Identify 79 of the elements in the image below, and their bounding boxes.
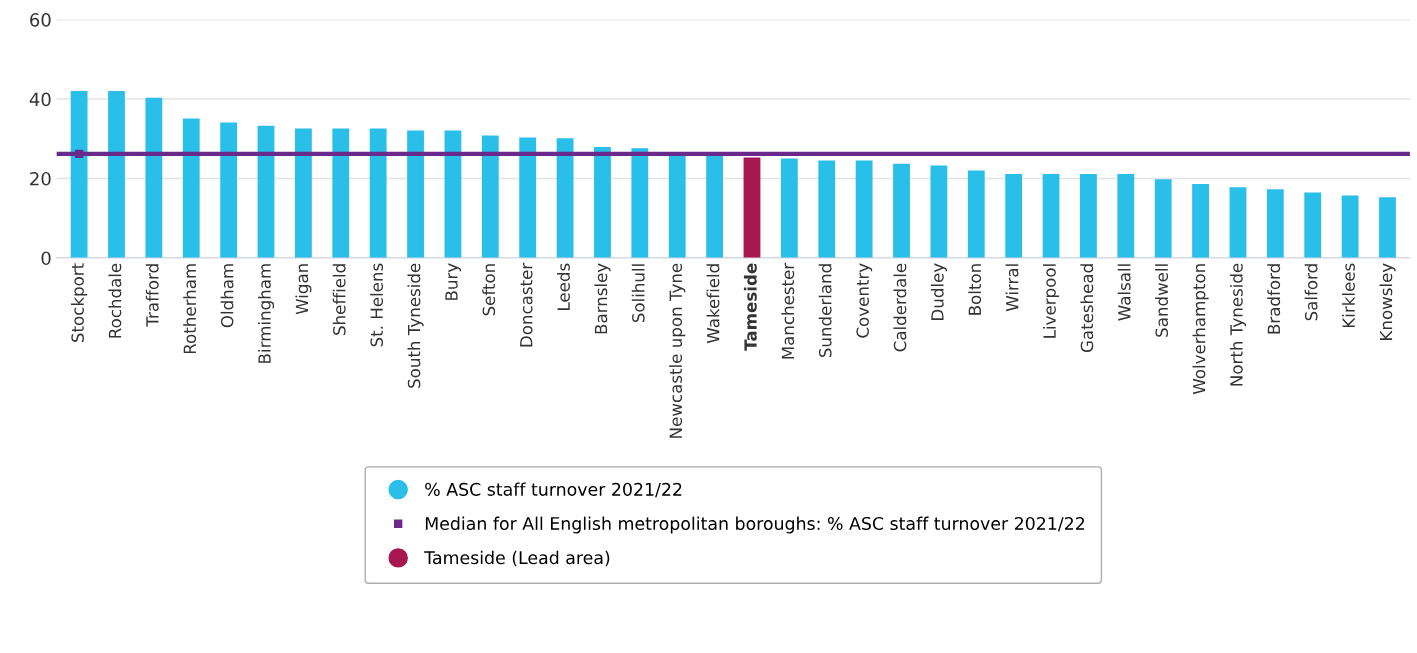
bar — [668, 155, 686, 258]
x-tick-label: Salford — [1304, 264, 1318, 321]
x-tick-label: Stockport — [71, 263, 88, 342]
x-tick-label: Dudley — [930, 263, 947, 320]
x-tick-label: Trafford — [145, 264, 159, 327]
bar — [967, 170, 985, 258]
x-tick-label: Birmingham — [257, 264, 275, 363]
bar — [1266, 189, 1284, 258]
bar — [780, 158, 798, 258]
bar — [182, 118, 200, 258]
bar — [1229, 187, 1247, 258]
bar — [332, 128, 350, 258]
bar — [855, 160, 873, 258]
bar — [1154, 179, 1172, 258]
bar — [1080, 174, 1097, 258]
x-tick-label: Oldham — [220, 264, 234, 328]
x-tick-label: Calderdale — [893, 263, 907, 352]
bar — [220, 122, 238, 258]
x-tick-label: Wirral — [1005, 264, 1019, 312]
bar — [1304, 192, 1322, 258]
x-tick-label: Wakefield — [706, 264, 720, 344]
x-tick-label: Sheffield — [332, 264, 346, 335]
bar — [481, 135, 499, 258]
bar — [108, 91, 125, 258]
y-tick-label: 0 — [41, 251, 51, 266]
bar — [743, 157, 761, 258]
x-tick-label: St. Helens — [370, 263, 383, 347]
bar — [407, 130, 424, 258]
bar — [1341, 195, 1359, 258]
x-tick-label: North Tyneside — [1229, 263, 1247, 386]
x-tick-label: Walsall — [1117, 264, 1131, 321]
y-tick-label: 20 — [30, 171, 51, 186]
x-tick-label: Wolverhampton — [1192, 264, 1209, 395]
x-tick-label: Gateshead — [1080, 264, 1094, 353]
x-tick-label: Rotherham — [183, 264, 197, 354]
bar — [145, 97, 163, 258]
bar — [930, 165, 948, 258]
legend-label: % ASC staff turnover 2021/22 — [425, 482, 682, 498]
x-tick-label: Manchester — [781, 262, 795, 359]
x-tick-label: Bradford — [1267, 264, 1281, 334]
bar — [519, 137, 537, 258]
bar — [294, 128, 312, 258]
bar — [257, 125, 275, 258]
bar — [631, 148, 649, 258]
x-tick-label: Sandwell — [1155, 264, 1169, 337]
x-tick-label: Doncaster — [520, 262, 533, 347]
bar — [594, 147, 611, 258]
bar — [444, 130, 462, 258]
x-tick-label: Tameside — [743, 263, 757, 351]
bar — [706, 155, 724, 258]
x-tick-label: Knowsley — [1379, 263, 1396, 340]
x-tick-label: Bolton — [968, 264, 982, 315]
bar — [1117, 174, 1135, 258]
bar — [893, 163, 910, 258]
x-tick-label: Sunderland — [818, 264, 832, 358]
bar — [369, 128, 387, 258]
bar — [556, 138, 574, 258]
x-tick-label: Wigan — [295, 264, 312, 315]
legend-label: Median for All English metropolitan boroughs: % ASC staff turnover 2021/22 — [425, 516, 1085, 534]
x-tick-label: Leeds — [557, 263, 570, 310]
bar — [1005, 174, 1023, 258]
x-tick-label: Bury — [445, 263, 461, 300]
bar — [818, 160, 836, 258]
x-tick-label: Kirklees — [1342, 263, 1355, 328]
x-tick-label: Coventry — [856, 263, 873, 338]
x-tick-label: Solihull — [631, 264, 645, 323]
y-tick-label: 60 — [30, 13, 51, 27]
x-tick-label: Newcastle upon Tyne — [669, 263, 686, 438]
x-tick-label: Liverpool — [1042, 264, 1060, 338]
legend-label: Tameside (Lead area) — [424, 550, 610, 567]
x-tick-label: South Tyneside — [407, 263, 424, 388]
bar — [1379, 197, 1396, 258]
x-tick-label: Rochdale — [108, 263, 122, 338]
x-tick-label: Sefton — [482, 264, 496, 316]
y-tick-label: 40 — [29, 92, 51, 107]
bar — [70, 91, 88, 258]
bar — [1192, 184, 1209, 258]
x-tick-label: Barnsley — [594, 263, 611, 334]
bar — [1042, 174, 1060, 258]
